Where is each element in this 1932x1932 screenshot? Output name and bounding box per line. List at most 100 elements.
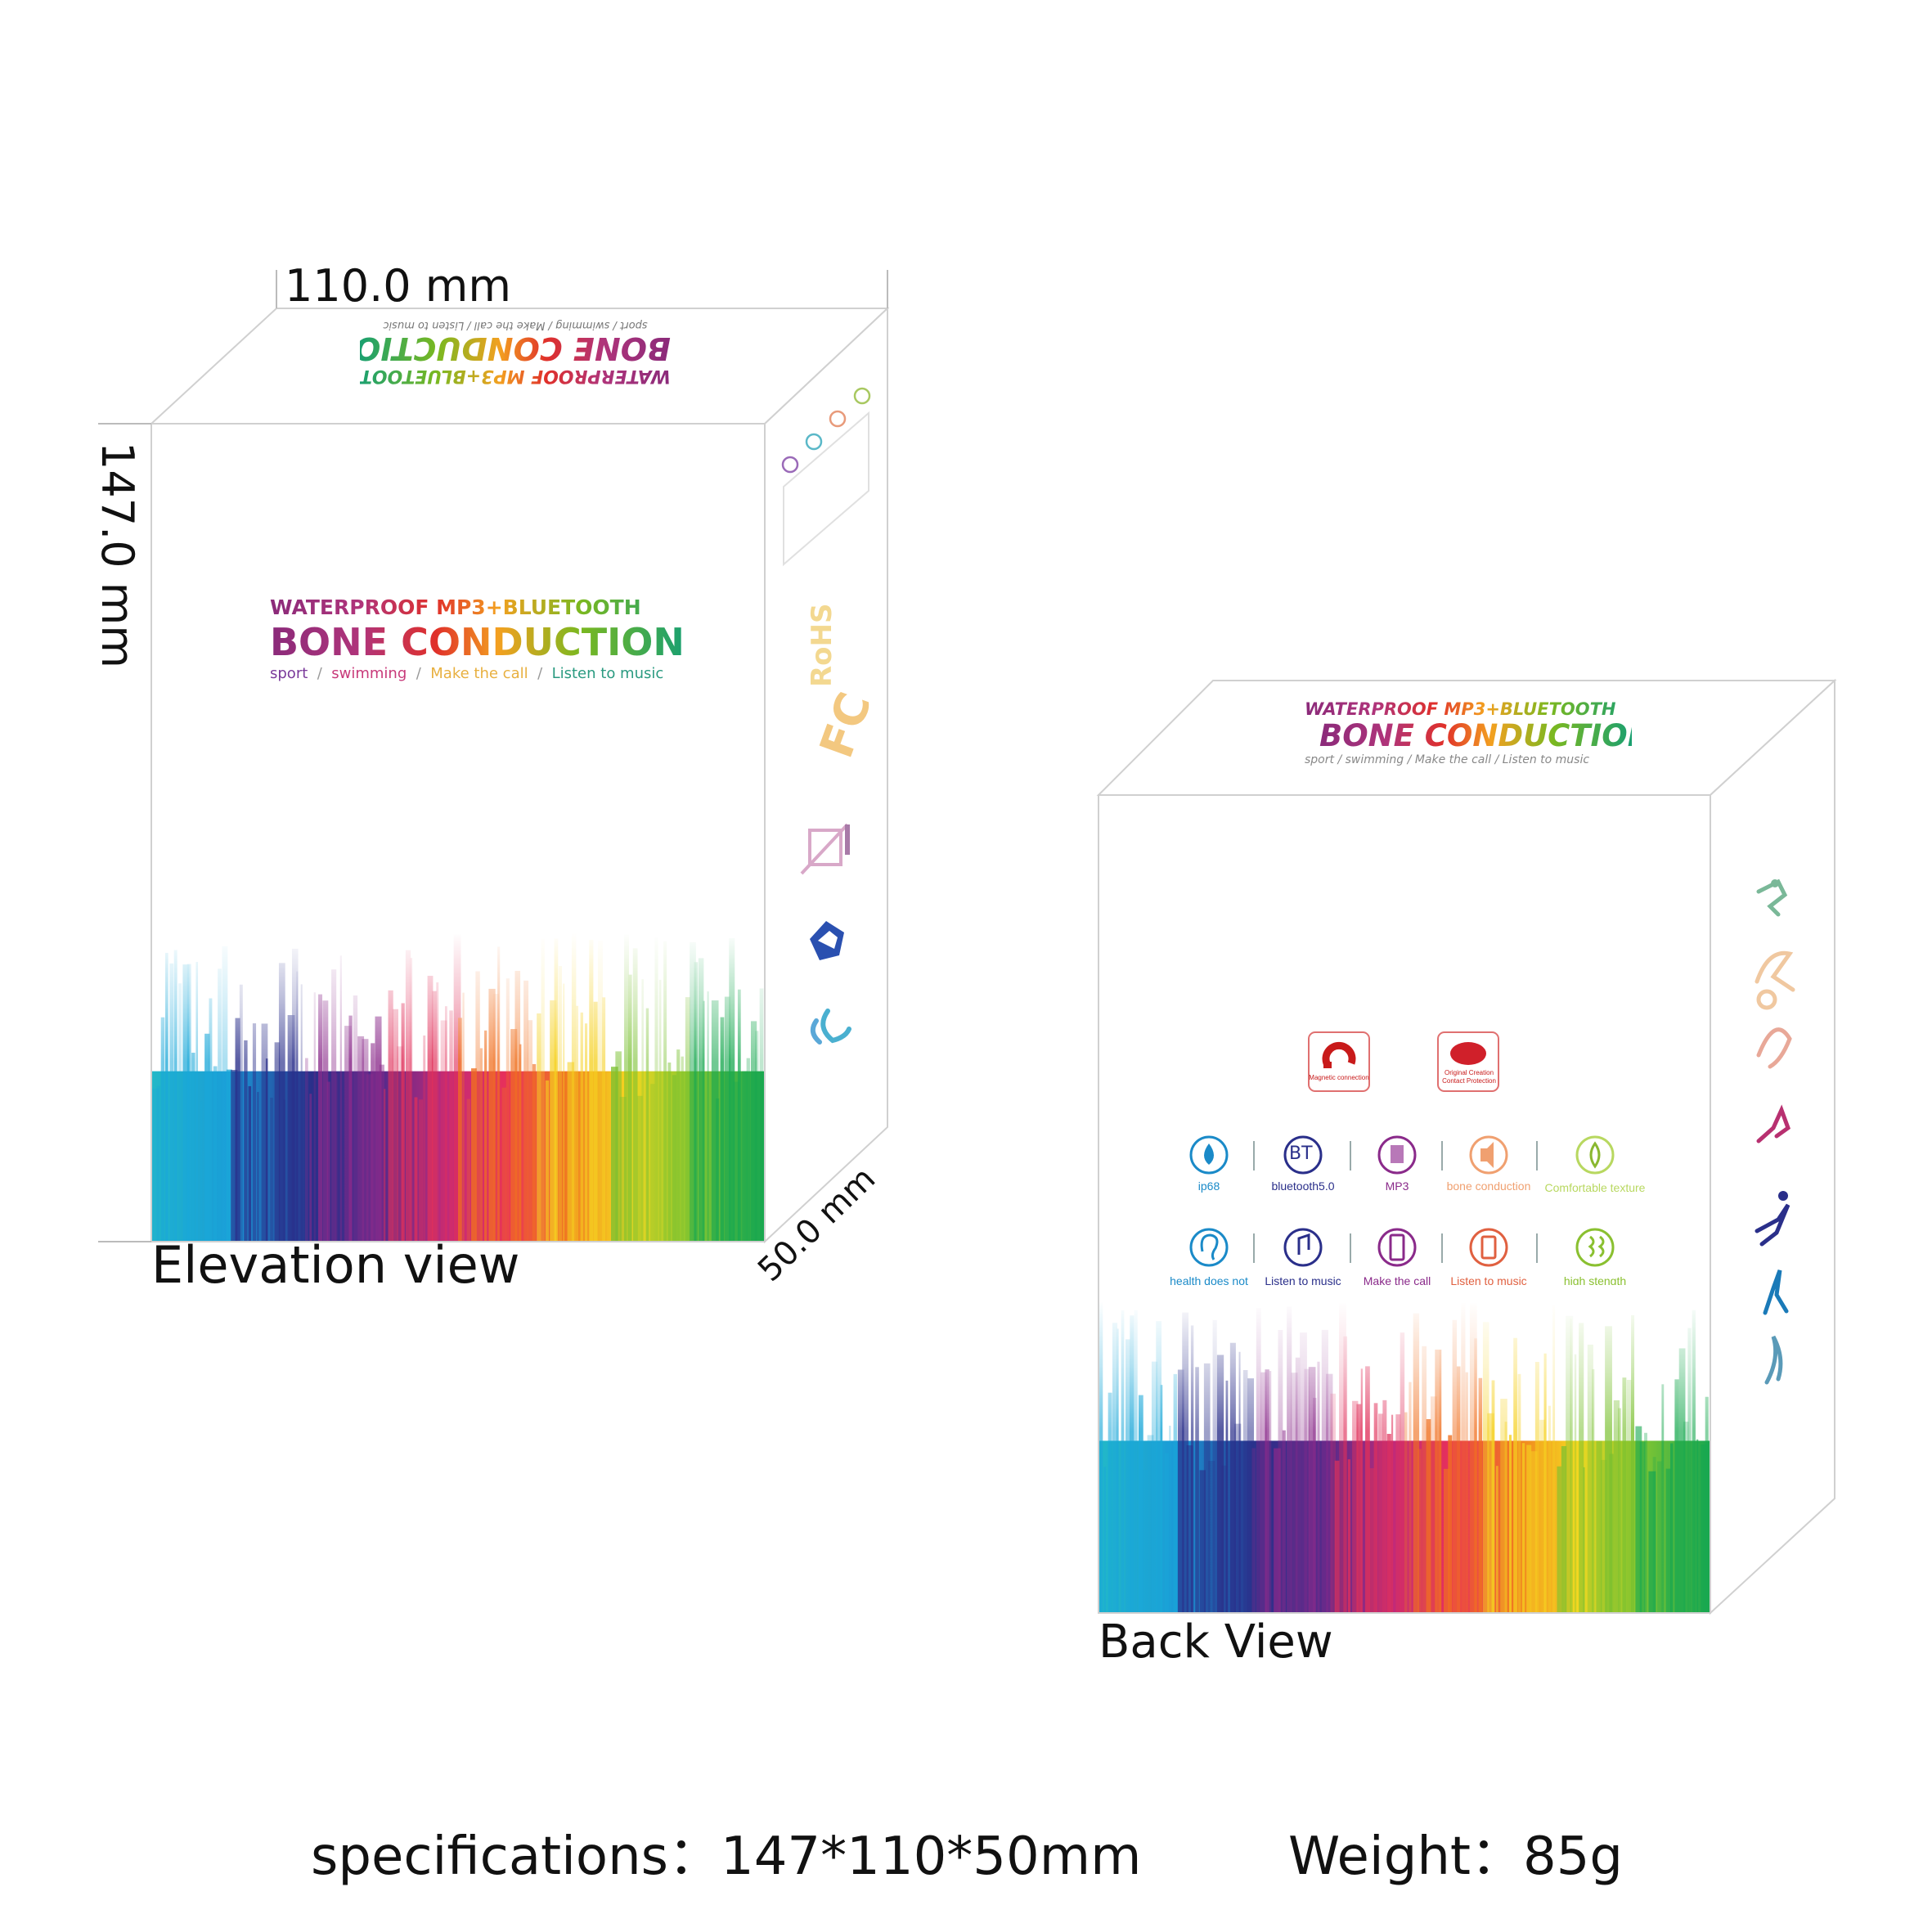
rainbow-streak — [257, 1092, 259, 1241]
rainbow-streak — [440, 1020, 447, 1241]
rainbow-streak — [401, 1003, 405, 1241]
separator — [1253, 1233, 1255, 1263]
rainbow-streak — [1674, 1379, 1679, 1612]
rainbow-streak — [1696, 1439, 1699, 1612]
rainbow-streak — [676, 1049, 681, 1241]
back-box-side-face — [1710, 678, 1835, 1615]
rainbow-streak — [1203, 1363, 1211, 1612]
rainbow-streak — [270, 1098, 273, 1241]
rainbow-streak — [1352, 1400, 1359, 1612]
rainbow-streak — [1539, 1419, 1546, 1612]
rainbow-streak — [1526, 1445, 1532, 1612]
cyclist-icon — [1755, 950, 1795, 1010]
rainbow-streak — [1313, 1397, 1317, 1612]
rainbow-streak — [1199, 1470, 1206, 1612]
rainbow-streak — [576, 1005, 579, 1241]
rainbow-streak — [1609, 1453, 1614, 1612]
rainbow-streak — [375, 1016, 382, 1241]
rainbow-streak — [362, 1039, 369, 1241]
rainbow-streak — [265, 1058, 268, 1241]
rainbow-streak — [716, 1098, 720, 1241]
rainbow-streak — [755, 1031, 759, 1241]
rainbow-streak — [1391, 1414, 1394, 1612]
rainbow-streak — [414, 1097, 418, 1241]
rainbow-streak — [200, 1101, 203, 1241]
rainbow-streak — [1308, 1367, 1316, 1612]
feature-icons-row2 — [1189, 1228, 1615, 1267]
rainbow-streak — [1592, 1368, 1595, 1612]
magnetic-badge-label: Magnetic connection — [1309, 1074, 1369, 1081]
rainbow-streak — [1596, 1440, 1602, 1612]
rainbow-streak — [1221, 1465, 1227, 1612]
rainbow-streak — [423, 1035, 426, 1241]
rainbow-streak — [1652, 1457, 1656, 1612]
rainbow-streak — [1169, 1425, 1171, 1612]
rainbow-streak — [335, 1073, 338, 1241]
rainbow-streak — [1326, 1373, 1333, 1612]
rainbow-streak — [1487, 1413, 1494, 1612]
rainbow-streak — [567, 1062, 575, 1241]
rainbow-streak — [418, 1099, 424, 1241]
front-headline: WATERPROOF MP3+BLUETOOTH — [270, 595, 685, 619]
rainbow-streak — [584, 1023, 588, 1241]
rainbow-streak — [235, 1018, 240, 1241]
rainbow-streak — [384, 1089, 386, 1241]
rainbow-streak — [261, 1023, 268, 1241]
rainbow-streak — [1164, 1453, 1169, 1612]
rainbow-streak — [1291, 1373, 1298, 1612]
phone-icon — [1377, 1228, 1417, 1267]
ear-icon — [1189, 1228, 1229, 1267]
rainbow-streak — [1508, 1435, 1512, 1612]
front-top-title: BONE CONDUCTION — [328, 330, 671, 366]
rainbow-streak — [1504, 1422, 1507, 1612]
rainbow-streak — [1404, 1412, 1408, 1612]
rainbow-streak — [1500, 1399, 1507, 1612]
back-top-tags: sport / swimming / Make the call / Liste… — [1305, 753, 1590, 766]
rainbow-streak — [606, 1072, 614, 1241]
rainbow-streak — [471, 1068, 477, 1241]
separator — [1253, 1141, 1255, 1170]
width-dimension-label: 110.0 mm — [285, 260, 511, 312]
rainbow-streak — [1382, 1400, 1387, 1612]
rainbow-streak — [537, 1013, 541, 1241]
rainbow-streak — [1430, 1396, 1437, 1612]
strength-icon — [1575, 1228, 1615, 1267]
rainbow-streak — [248, 1085, 252, 1241]
rainbow-streak — [466, 1099, 471, 1241]
rainbow-streak — [326, 1081, 330, 1241]
rainbow-streak — [1456, 1366, 1461, 1612]
rainbow-streak — [1648, 1471, 1656, 1612]
skier-icon — [1755, 1191, 1790, 1247]
make-call-label: Make the call — [1363, 1274, 1431, 1285]
rainbow-streak — [672, 1075, 677, 1241]
rainbow-streak — [1247, 1378, 1255, 1612]
rainbow-streak — [1186, 1445, 1193, 1612]
rainbow-streak — [1465, 1372, 1468, 1612]
rainbow-streak — [1195, 1367, 1199, 1612]
rainbow-streak — [746, 1058, 750, 1241]
rainbow-streak — [484, 1030, 487, 1241]
rainbow-streak — [1347, 1459, 1350, 1612]
rainbow-streak — [1670, 1443, 1674, 1612]
health-label: health does not — [1170, 1274, 1248, 1285]
rainbow-streak — [1561, 1445, 1567, 1612]
specifications-value: 147*110*50mm — [720, 1826, 1142, 1887]
front-face-branding: WATERPROOF MP3+BLUETOOTH BONE CONDUCTION… — [270, 595, 685, 682]
specifications-label: specifications： — [311, 1826, 721, 1887]
rainbow-streak — [1143, 1470, 1148, 1612]
rainbow-streak — [667, 1063, 672, 1241]
rainbow-streak — [720, 1017, 725, 1241]
rainbow-streak — [681, 1056, 684, 1241]
ip68-label: ip68 — [1197, 1179, 1220, 1193]
rainbow-streak — [1665, 1468, 1671, 1612]
rainbow-streak — [348, 1015, 353, 1241]
rainbow-streak — [510, 1029, 518, 1241]
rainbow-streak — [1177, 1369, 1184, 1612]
front-top-tags: sport / swimming / Make the call / Liste… — [383, 319, 648, 331]
rainbow-streak — [1448, 1435, 1453, 1612]
weight-value: 85g — [1522, 1826, 1624, 1887]
rainbow-streak — [1622, 1377, 1627, 1612]
rainbow-streak — [444, 1006, 447, 1241]
rainbow-streak — [366, 1074, 374, 1241]
rainbow-streak — [1635, 1426, 1642, 1612]
